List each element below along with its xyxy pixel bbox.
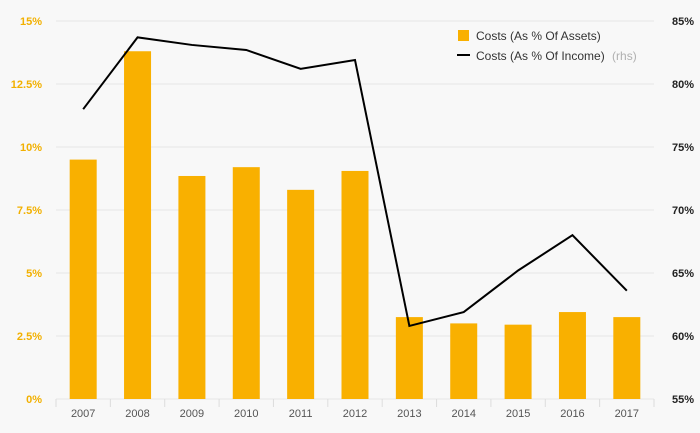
bar [613,317,641,399]
right-tick-label: 70% [672,205,694,217]
x-tick-label: 2008 [125,408,149,420]
bar [232,167,260,399]
left-tick-label: 7.5% [17,205,42,217]
bar [395,317,423,399]
left-tick-label: 12.5% [11,79,42,91]
x-tick-label: 2016 [560,408,584,420]
right-axis-ticks: 55% 60% 65% 70% 75% 80% 85% [672,16,694,406]
x-tick-label: 2012 [343,408,367,420]
income-line [82,36,628,328]
legend-label-bar: Costs (As % Of Assets) [476,29,601,43]
x-tick-label: 2017 [615,408,639,420]
bar-series-costs-assets [69,51,641,400]
legend-label-line-suffix: (rhs) [612,49,637,63]
x-tick-label: 2015 [506,408,530,420]
right-tick-label: 65% [672,268,694,280]
x-tick-label: 2013 [397,408,421,420]
bar [178,175,206,399]
bar [124,51,152,400]
right-tick-label: 55% [672,394,694,406]
x-axis-ticks: 2007 2008 2009 2010 2011 2012 2013 2014 2015 2016… [71,408,639,420]
bar [450,323,478,399]
legend: Costs (As % Of Assets) Costs (As % Of In… [457,29,637,63]
gridlines [55,20,655,407]
legend-label-line-name: Costs (As % Of Income) [476,49,605,63]
bar [287,189,315,399]
bar [558,312,586,399]
legend-swatch-bar [458,30,469,41]
x-tick-label: 2009 [180,408,204,420]
left-tick-label: 5% [26,268,42,280]
x-tick-label: 2011 [289,408,313,420]
right-tick-label: 85% [672,16,694,28]
left-tick-label: 0% [26,394,42,406]
x-tick-label: 2007 [71,408,95,420]
x-tick-label: 2014 [451,408,475,420]
left-tick-label: 10% [20,142,42,154]
bar [341,170,369,399]
bar [504,324,532,399]
left-axis-ticks: 0% 2.5% 5% 7.5% 10% 12.5% 15% [11,16,42,406]
bar [69,159,97,399]
line-series-costs-income [82,36,628,328]
left-tick-label: 2.5% [17,331,42,343]
x-tick-label: 2010 [234,408,258,420]
legend-label-line: Costs (As % Of Income) (rhs) [476,49,637,63]
left-tick-label: 15% [20,16,42,28]
right-tick-label: 80% [672,79,694,91]
right-tick-label: 75% [672,142,694,154]
right-tick-label: 60% [672,331,694,343]
